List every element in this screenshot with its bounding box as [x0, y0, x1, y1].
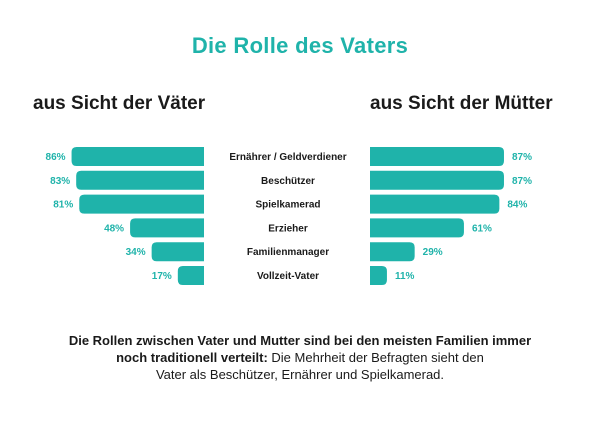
right-panel-title: aus Sicht der Mütter — [370, 93, 553, 114]
category-label-3: Erzieher — [268, 223, 308, 234]
label-fathers-1: 83% — [50, 176, 70, 187]
caption-line-2: noch traditionell verteilt: Die Mehrheit… — [0, 349, 600, 366]
caption-bold-2: noch traditionell verteilt: — [116, 350, 268, 365]
bar-mothers-4 — [370, 242, 415, 262]
bar-mothers-0 — [370, 147, 504, 166]
category-label-5: Vollzeit-Vater — [257, 271, 319, 282]
label-fathers-5: 17% — [152, 271, 172, 282]
label-mothers-4: 29% — [423, 247, 443, 258]
bar-fathers-1 — [76, 170, 204, 190]
category-label-2: Spielkamerad — [255, 200, 320, 211]
category-label-4: Familienmanager — [247, 247, 329, 258]
butterfly-bar-chart: 86% 87% Ernährer / Geldverdiener 83% 87% Besc… — [46, 147, 532, 285]
bar-fathers-0 — [71, 147, 204, 166]
bar-mothers-2 — [370, 194, 500, 214]
label-mothers-5: 11% — [395, 271, 415, 282]
label-mothers-1: 87% — [512, 176, 532, 187]
label-fathers-2: 81% — [53, 200, 73, 211]
label-mothers-3: 61% — [472, 223, 492, 234]
bar-fathers-5 — [177, 266, 204, 285]
label-fathers-0: 86% — [46, 152, 66, 163]
bar-fathers-3 — [130, 218, 204, 238]
label-mothers-0: 87% — [512, 152, 532, 163]
chart-title: Die Rolle des Vaters — [191, 33, 409, 58]
caption-normal-3: Vater als Beschützer, Ernährer und Spiel… — [155, 367, 445, 382]
bar-fathers-4 — [151, 242, 204, 262]
caption-bold-1: Die Rollen zwischen Vater und Mutter sin… — [68, 333, 532, 348]
left-panel-title: aus Sicht der Väter — [33, 93, 206, 114]
caption-line-1: Die Rollen zwischen Vater und Mutter sin… — [0, 332, 600, 349]
bar-mothers-5 — [370, 266, 387, 285]
bar-mothers-3 — [370, 218, 464, 238]
caption: Die Rollen zwischen Vater und Mutter sin… — [0, 332, 600, 383]
label-mothers-2: 84% — [507, 200, 527, 211]
bar-fathers-2 — [79, 194, 204, 214]
caption-normal-2: Die Mehrheit der Befragten sieht den — [267, 350, 484, 365]
bar-mothers-1 — [370, 170, 504, 190]
category-label-1: Beschützer — [261, 176, 315, 187]
label-fathers-3: 48% — [104, 223, 124, 234]
label-fathers-4: 34% — [126, 247, 146, 258]
caption-line-3: Vater als Beschützer, Ernährer und Spiel… — [0, 366, 600, 383]
category-label-0: Ernährer / Geldverdiener — [229, 152, 346, 163]
